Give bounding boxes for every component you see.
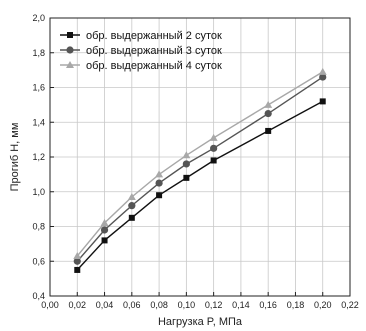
series-3 [73,67,327,260]
data-point [73,252,82,260]
data-point [101,237,108,244]
y-tick-label: 1,0 [32,187,45,197]
y-tick-label: 0,6 [32,256,45,266]
x-tick-label: 0,12 [205,300,223,310]
x-tick-label: 0,10 [178,300,196,310]
series-1 [74,98,326,273]
x-tick-label: 0,00 [41,300,59,310]
series [73,67,327,273]
legend: обр. выдержанный 2 суток обр. выдержанный… [60,30,222,72]
data-point [319,73,327,81]
data-point [128,214,135,221]
legend-marker [66,61,74,68]
y-tick-label: 1,4 [32,117,45,127]
data-point [265,127,272,134]
data-point [128,202,136,210]
x-tick-label: 0,02 [69,300,87,310]
x-tick-label: 0,20 [314,300,332,310]
y-axis-title: Прогиб H, мм [9,123,21,192]
series-line [76,100,324,271]
data-point [264,109,272,118]
y-tick-label: 1,8 [32,48,45,58]
axis-ticks: 0,00 0,02 0,04 0,06 0,08 0,10 0,12 0,14 0,16 0,18… [32,13,358,310]
x-tick-label: 0,14 [232,300,250,310]
data-point [183,174,190,181]
data-point [182,151,191,159]
grid [50,18,350,296]
legend-label: обр. выдержанный 4 суток [86,60,222,72]
x-tick-label: 0,16 [259,300,277,310]
data-point [210,144,218,152]
series-line [76,71,324,257]
legend-item: обр. выдержанный 2 суток [60,30,222,42]
legend-label: обр. выдержанный 3 суток [86,45,222,57]
legend-item: обр. выдержанный 4 суток [60,60,222,72]
y-tick-label: 0,8 [32,222,45,232]
x-tick-label: 0,18 [287,300,305,310]
data-point [182,160,190,168]
data-point [319,98,326,105]
data-point [100,219,109,227]
y-tick-label: 1,6 [32,83,45,93]
series-line [76,76,324,262]
y-tick-label: 2,0 [32,13,45,23]
data-point [264,100,273,108]
x-axis-title: Нагрузка P, МПа [158,316,243,328]
legend-item: обр. выдержанный 3 суток [60,45,222,57]
x-tick-label: 0,08 [150,300,168,310]
legend-marker [67,32,73,38]
y-tick-label: 0,4 [32,291,45,301]
data-point [155,179,163,187]
data-point [155,170,164,178]
data-point [318,67,327,75]
data-point [210,157,217,164]
data-point [156,192,163,199]
x-tick-label: 0,04 [96,300,114,310]
data-point [127,192,136,200]
data-point [209,133,218,141]
x-tick-label: 0,22 [341,300,359,310]
data-point [100,226,109,234]
series-2 [73,73,327,265]
x-tick-label: 0,06 [123,300,141,310]
legend-label: обр. выдержанный 2 суток [86,30,222,42]
data-point [73,257,81,265]
y-tick-label: 1,2 [32,152,45,162]
legend-marker [66,46,74,54]
data-point [74,266,81,273]
